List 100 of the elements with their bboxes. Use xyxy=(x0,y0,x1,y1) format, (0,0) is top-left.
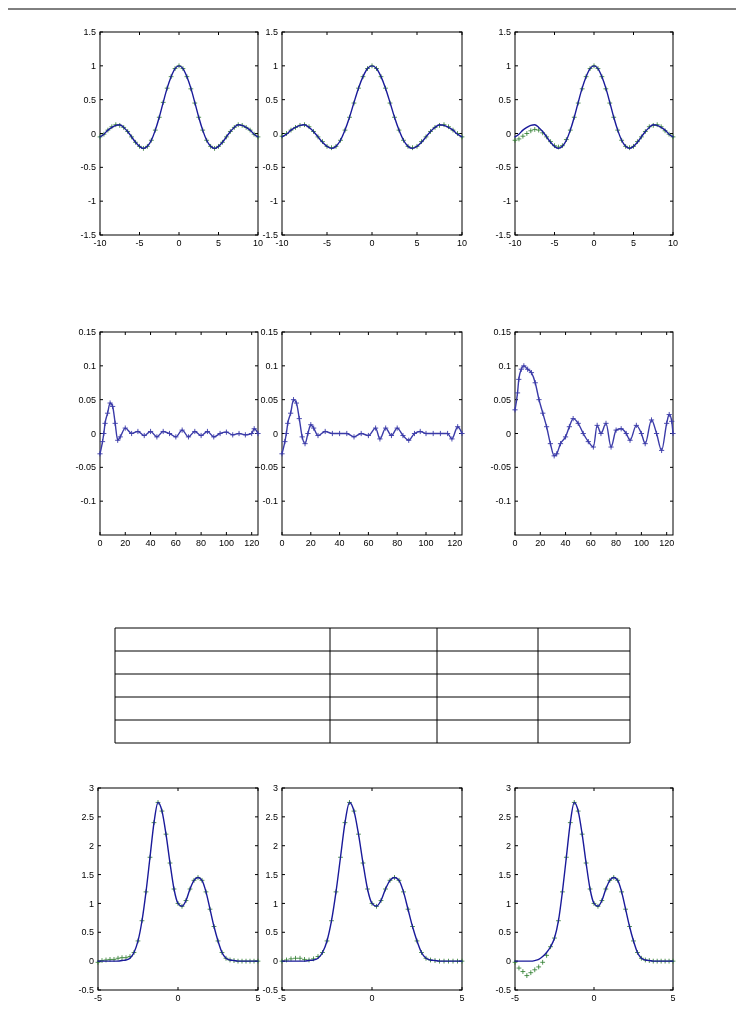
point xyxy=(141,432,148,439)
point xyxy=(199,127,206,133)
point xyxy=(539,410,546,417)
point xyxy=(388,432,395,439)
point xyxy=(454,423,461,430)
point xyxy=(152,127,159,133)
point xyxy=(524,130,530,137)
x-tick-label: 5 xyxy=(215,238,222,248)
point xyxy=(405,437,412,444)
point xyxy=(414,143,420,150)
point xyxy=(382,886,389,892)
y-tick-label: -0.1 xyxy=(495,496,511,507)
y-tick-label: -0.5 xyxy=(495,162,511,173)
y-tick-label: 1 xyxy=(272,60,278,71)
point xyxy=(591,63,597,69)
point xyxy=(535,396,543,403)
point xyxy=(307,421,314,428)
point xyxy=(299,433,306,440)
y-tick-label: 1 xyxy=(272,898,278,909)
y-tick-label: 2 xyxy=(505,840,511,851)
point xyxy=(229,431,236,438)
point xyxy=(376,435,383,442)
line-series xyxy=(514,801,674,962)
x-tick-label: -5 xyxy=(322,238,332,248)
point xyxy=(535,127,542,133)
point xyxy=(210,433,217,440)
x-tick-label: 0 xyxy=(369,993,375,1003)
x-tick-label: 60 xyxy=(363,538,374,548)
point xyxy=(567,127,574,133)
point xyxy=(551,935,558,941)
y-tick-label: 0.05 xyxy=(78,394,96,405)
point xyxy=(658,447,665,454)
y-tick-label: 0.1 xyxy=(498,360,511,371)
x-tick-label: -5 xyxy=(93,993,103,1003)
point xyxy=(547,440,554,447)
point xyxy=(293,400,300,407)
x-tick-label: 100 xyxy=(418,538,434,548)
x-tick-label: 0 xyxy=(591,993,597,1003)
point xyxy=(95,959,101,966)
point xyxy=(279,133,285,140)
point xyxy=(107,400,114,407)
point xyxy=(99,438,106,445)
y-tick-label: 2.5 xyxy=(81,812,94,823)
point xyxy=(350,433,358,440)
y-tick-label: 0.05 xyxy=(260,394,278,405)
y-tick-label: -1.5 xyxy=(262,230,278,241)
y-tick-label: -1 xyxy=(502,196,511,207)
point xyxy=(223,955,229,962)
point xyxy=(287,410,294,417)
point xyxy=(570,415,577,422)
point xyxy=(155,799,161,806)
point xyxy=(528,969,534,976)
point xyxy=(539,959,546,966)
point xyxy=(394,425,401,432)
x-tick-label: 0 xyxy=(175,993,181,1003)
y-tick-label: -0.05 xyxy=(257,462,278,473)
point xyxy=(448,435,455,442)
y-tick-label: 2.5 xyxy=(265,812,278,823)
point xyxy=(520,133,526,140)
point xyxy=(310,425,317,432)
point xyxy=(594,422,601,429)
y-tick-label: 2 xyxy=(272,840,278,851)
point xyxy=(314,432,322,439)
point xyxy=(512,137,518,144)
y-tick-label: 0 xyxy=(505,428,511,439)
point xyxy=(515,376,522,383)
y-tick-label: 1 xyxy=(90,60,96,71)
x-tick-label: 120 xyxy=(244,538,260,548)
point xyxy=(623,430,630,437)
point xyxy=(531,126,538,133)
x-tick-label: 60 xyxy=(170,538,181,548)
point xyxy=(288,956,294,962)
point xyxy=(105,127,111,133)
x-tick-label: 0 xyxy=(97,538,103,548)
point xyxy=(633,422,640,429)
point xyxy=(296,415,303,422)
point xyxy=(638,134,645,140)
y-tick-label: 0 xyxy=(90,428,96,439)
y-tick-label: 1.5 xyxy=(265,27,278,38)
x-tick-label: 10 xyxy=(252,238,264,248)
y-tick-label: 0 xyxy=(272,956,278,967)
y-tick-label: -0.5 xyxy=(262,985,278,996)
point xyxy=(585,438,592,445)
x-tick-label: 10 xyxy=(456,238,468,248)
point xyxy=(242,431,249,438)
point xyxy=(248,430,255,437)
x-tick-label: 40 xyxy=(145,538,156,548)
x-tick-label: 120 xyxy=(447,538,463,548)
point xyxy=(423,134,429,140)
point xyxy=(557,440,564,447)
point xyxy=(668,418,675,425)
x-tick-label: 0 xyxy=(279,538,285,548)
point xyxy=(223,134,230,140)
point xyxy=(531,967,538,973)
point xyxy=(543,134,550,140)
line-series xyxy=(281,65,463,150)
x-tick-label: 0 xyxy=(369,238,375,248)
point xyxy=(195,874,201,881)
y-tick-label: 1.5 xyxy=(265,869,278,880)
point xyxy=(112,420,119,427)
